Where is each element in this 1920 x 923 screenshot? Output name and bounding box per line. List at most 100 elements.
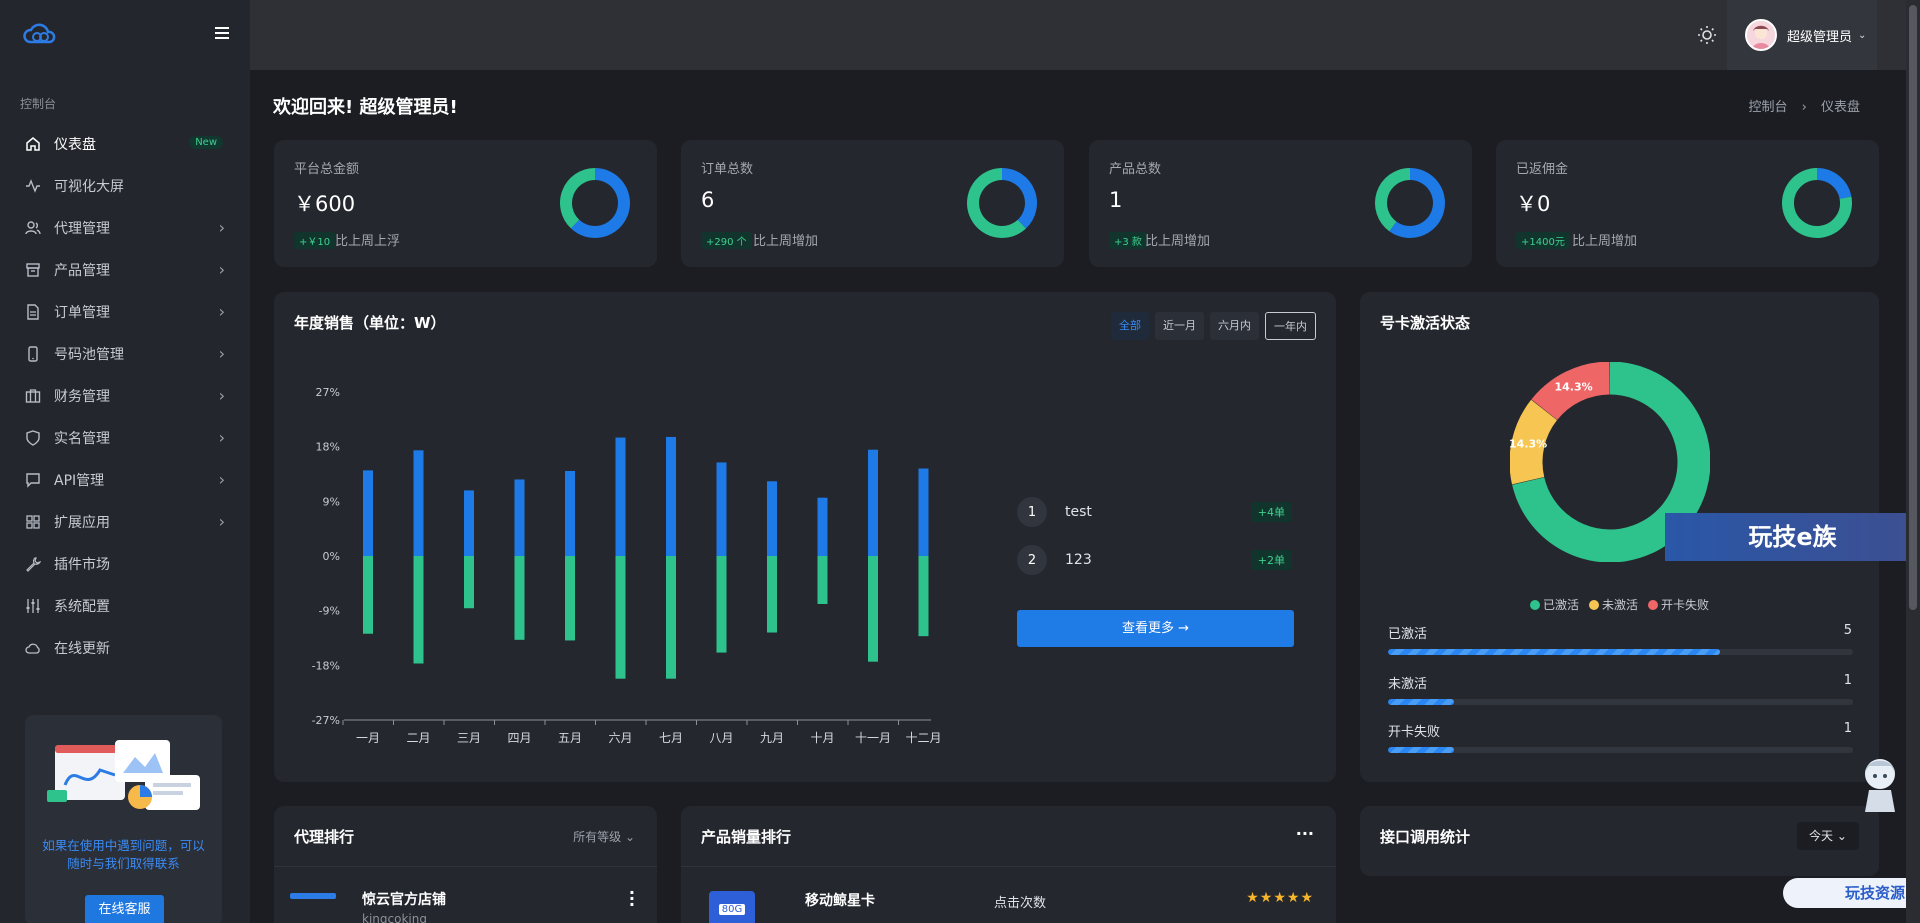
sidebar-item-agents[interactable]: 代理管理 › bbox=[0, 207, 250, 249]
annual-sales-card: 年度销售（单位：W） 全部 近一月 六月内 一年内 27% 18% 9% 0% -9% -… bbox=[274, 292, 1336, 782]
x-tick-label: 三月 bbox=[457, 731, 481, 745]
status-count: 1 bbox=[1843, 673, 1852, 688]
donut-slice bbox=[1531, 362, 1611, 421]
legend-item[interactable]: 开卡失败 bbox=[1648, 596, 1709, 613]
sidebar-item-label: 可视化大屏 bbox=[54, 179, 124, 195]
rank-name: 123 bbox=[1065, 552, 1092, 568]
sidebar-item-label: 实名管理 bbox=[54, 431, 110, 447]
x-tick-label: 一月 bbox=[356, 731, 380, 745]
home-icon bbox=[22, 133, 44, 155]
bar-negative bbox=[666, 556, 676, 679]
sidebar-item-api[interactable]: API管理 › bbox=[0, 459, 250, 501]
product-sales-title: 产品销量排行 bbox=[701, 828, 792, 846]
status-count: 1 bbox=[1843, 721, 1852, 736]
shop-logo-icon bbox=[290, 893, 336, 899]
status-label: 开卡失败 bbox=[1388, 725, 1441, 740]
tab-one-year[interactable]: 一年内 bbox=[1265, 312, 1316, 340]
chevron-down-icon: ⌄ bbox=[624, 830, 635, 844]
status-progress bbox=[1388, 699, 1853, 705]
scrollbar-thumb[interactable] bbox=[1909, 5, 1917, 610]
chevron-down-icon: ⌄ bbox=[1836, 829, 1847, 843]
sidebar-item-label: 插件市场 bbox=[54, 557, 110, 573]
tab-six-months[interactable]: 六月内 bbox=[1210, 312, 1259, 340]
chat-icon bbox=[22, 469, 44, 491]
period-select[interactable]: 今天 ⌄ bbox=[1797, 822, 1859, 850]
sidebar-item-dashboard[interactable]: 仪表盘 New bbox=[0, 123, 250, 165]
breadcrumb-item-console[interactable]: 控制台 bbox=[1748, 100, 1788, 115]
agent-name: 惊云官方店铺 bbox=[362, 892, 446, 908]
stat-note: 比上周增加 bbox=[1145, 234, 1211, 249]
online-support-button[interactable]: 在线客服 bbox=[85, 895, 164, 923]
y-tick-label: 27% bbox=[316, 386, 340, 399]
tab-last-month[interactable]: 近一月 bbox=[1155, 312, 1204, 340]
y-tick-label: -9% bbox=[319, 605, 340, 618]
donut-segment-main bbox=[1389, 168, 1445, 238]
sidebar-item-finance[interactable]: 财务管理 › bbox=[0, 375, 250, 417]
sidebar-item-label: 仪表盘 bbox=[54, 137, 96, 153]
sidebar-item-visual-screen[interactable]: 可视化大屏 bbox=[0, 165, 250, 207]
chevron-right-icon: › bbox=[218, 344, 225, 363]
stat-label: 已返佣金 bbox=[1516, 162, 1569, 177]
stat-change-badge: +￥10 bbox=[294, 232, 336, 249]
x-tick-label: 四月 bbox=[507, 731, 531, 745]
x-tick-label: 十一月 bbox=[855, 731, 891, 745]
sidebar-item-extensions[interactable]: 扩展应用 › bbox=[0, 501, 250, 543]
bar-positive bbox=[413, 450, 424, 556]
sidebar-item-system-config[interactable]: 系统配置 bbox=[0, 585, 250, 627]
bar-negative bbox=[363, 556, 373, 634]
users-icon bbox=[22, 217, 44, 239]
bar-negative bbox=[464, 556, 474, 609]
more-horizontal-icon[interactable]: ··· bbox=[1295, 824, 1314, 843]
user-menu[interactable]: 超级管理员 ⌄ bbox=[1727, 0, 1877, 70]
tab-all[interactable]: 全部 bbox=[1111, 312, 1149, 340]
stat-value: 1 bbox=[1109, 188, 1123, 212]
arrow-right-icon: → bbox=[1178, 621, 1190, 636]
breadcrumb-separator: › bbox=[1801, 100, 1807, 115]
menu-toggle-icon[interactable] bbox=[213, 24, 231, 42]
donut-segment-rest bbox=[1782, 168, 1852, 238]
sidebar-item-online-update[interactable]: 在线更新 bbox=[0, 627, 250, 669]
more-vertical-icon[interactable]: · · · bbox=[628, 883, 635, 914]
legend-item[interactable]: 已激活 bbox=[1529, 596, 1579, 613]
agent-ranking-card: 代理排行 所有等级 ⌄ 惊云官方店铺 kingcoking · · · bbox=[274, 806, 657, 923]
ranking-row: 1 test +4单 bbox=[1017, 495, 1292, 529]
promo-text: 如果在使用中遇到问题，可以随时与我们取得联系 bbox=[42, 838, 205, 871]
sidebar-item-number-pool[interactable]: 号码池管理 › bbox=[0, 333, 250, 375]
x-tick-label: 五月 bbox=[558, 731, 582, 745]
status-count: 5 bbox=[1843, 623, 1852, 638]
range-tabs: 全部 近一月 六月内 一年内 bbox=[1111, 312, 1316, 340]
sidebar-item-products[interactable]: 产品管理 › bbox=[0, 249, 250, 291]
sidebar-item-label: 扩展应用 bbox=[54, 515, 110, 531]
view-more-button[interactable]: 查看更多 → bbox=[1017, 610, 1294, 647]
chevron-right-icon: › bbox=[218, 302, 225, 321]
chevron-down-icon: ⌄ bbox=[1858, 29, 1867, 41]
stat-donut bbox=[560, 168, 630, 238]
legend-item[interactable]: 未激活 bbox=[1588, 596, 1638, 613]
support-promo: 如果在使用中遇到问题，可以随时与我们取得联系 在线客服 bbox=[25, 715, 222, 923]
stat-label: 产品总数 bbox=[1109, 162, 1162, 177]
section-label: 控制台 bbox=[20, 97, 57, 111]
sidebar-item-label: 系统配置 bbox=[54, 599, 110, 615]
donut-segment-rest bbox=[1375, 168, 1411, 232]
mascot-icon[interactable] bbox=[1855, 752, 1905, 817]
stat-value: ￥0 bbox=[1516, 192, 1551, 216]
stat-value: 6 bbox=[701, 188, 715, 212]
bar-negative bbox=[565, 556, 575, 641]
sidebar-item-orders[interactable]: 订单管理 › bbox=[0, 291, 250, 333]
page-title: 欢迎回来! 超级管理员! bbox=[273, 97, 458, 118]
cloud-logo-icon[interactable] bbox=[20, 20, 60, 50]
stat-card-order-count: 订单总数 6 +290 个 比上周增加 bbox=[681, 140, 1064, 267]
x-tick-label: 九月 bbox=[760, 731, 784, 745]
sales-title: 年度销售（单位：W） bbox=[294, 314, 446, 332]
stat-note: 比上周上浮 bbox=[335, 234, 401, 249]
sidebar-item-plugin-market[interactable]: 插件市场 bbox=[0, 543, 250, 585]
watermark-banner: 玩技e族 bbox=[1665, 513, 1920, 561]
level-filter[interactable]: 所有等级 ⌄ bbox=[573, 830, 635, 844]
donut-segment-main bbox=[1001, 168, 1037, 229]
theme-toggle-icon[interactable] bbox=[1697, 25, 1717, 45]
stat-card-commission: 已返佣金 ￥0 +1400元 比上周增加 bbox=[1496, 140, 1879, 267]
sidebar-item-realname[interactable]: 实名管理 › bbox=[0, 417, 250, 459]
progress-fill bbox=[1388, 699, 1455, 705]
stat-note: 比上周增加 bbox=[1572, 234, 1638, 249]
chevron-right-icon: › bbox=[218, 512, 225, 531]
